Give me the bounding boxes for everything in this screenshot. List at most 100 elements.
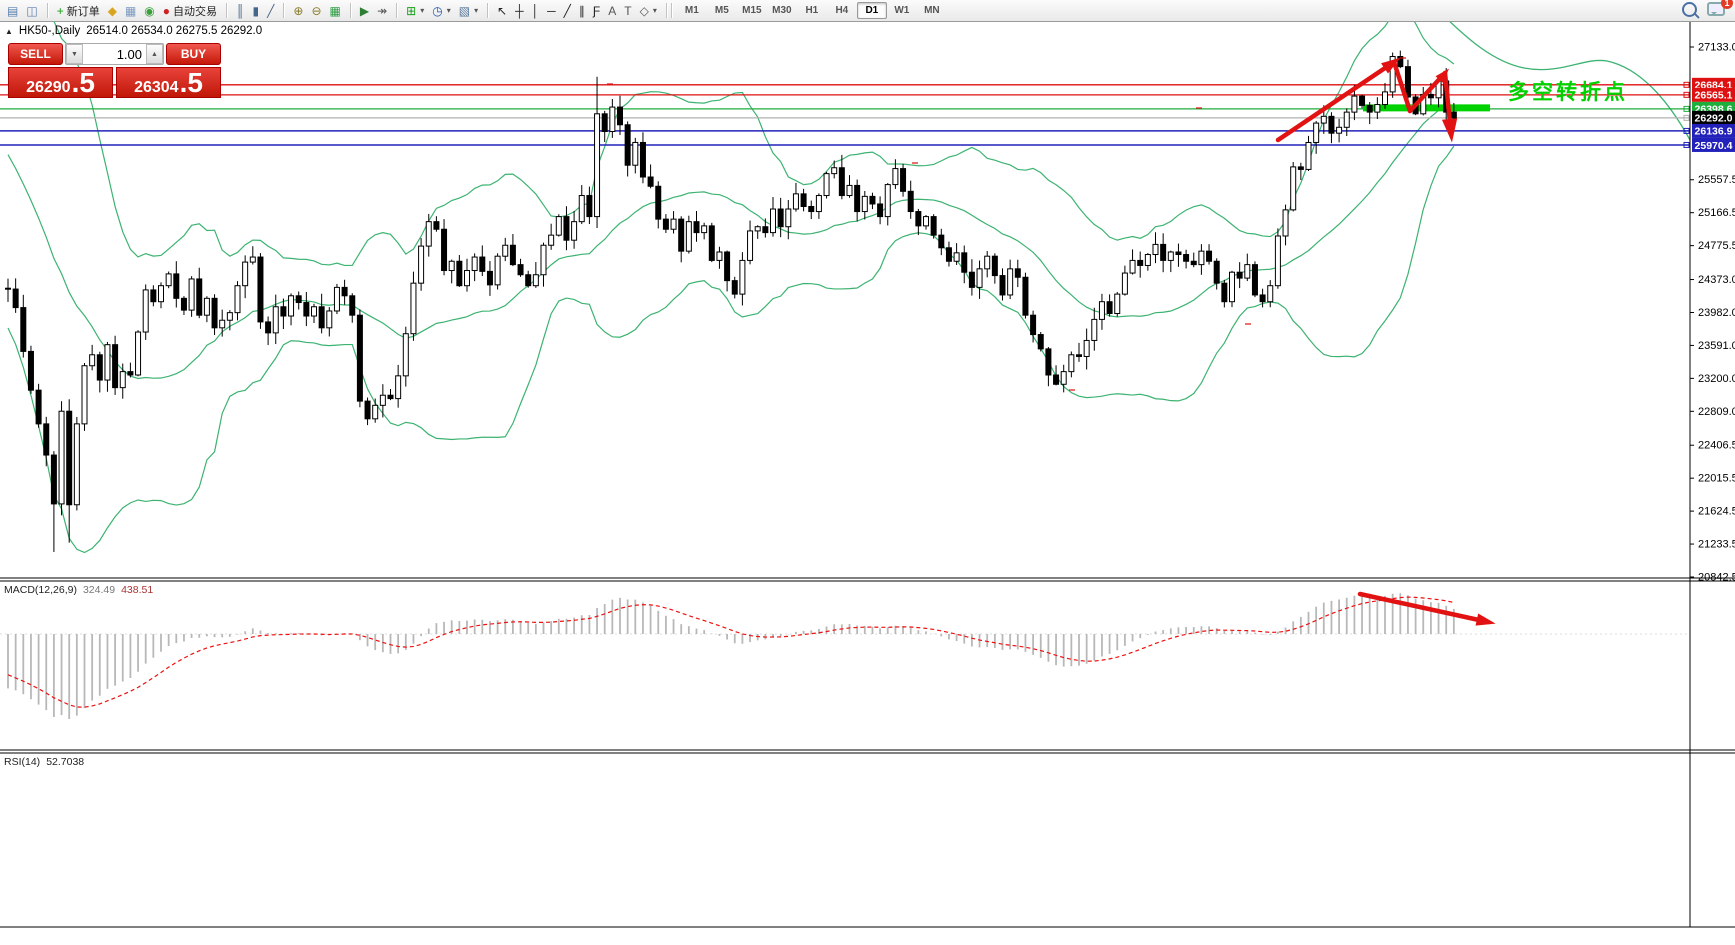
auto-trading-button-label: 自动交易	[173, 5, 218, 18]
horizontal-line-icon: ─	[547, 3, 556, 18]
rsi-label: RSI(14) 52.7038	[4, 756, 85, 768]
toolbar-separator	[665, 3, 667, 18]
price-tick: 23200.0	[1698, 373, 1735, 385]
sell-button[interactable]: SELL	[8, 43, 63, 65]
data-window-icon: ◫	[26, 3, 38, 18]
auto-trading-button[interactable]: ● 自动交易	[159, 1, 221, 20]
axis-price-label[interactable]: 26136.9	[1683, 123, 1735, 138]
auto-scroll-icon[interactable]: ▶	[356, 1, 373, 20]
horizontal-line-icon[interactable]: ─	[543, 1, 560, 20]
text-icon[interactable]: A	[604, 1, 620, 20]
macd-arrow[interactable]	[1357, 591, 1496, 626]
timeframe-h1[interactable]: H1	[805, 5, 819, 16]
pane-borders	[0, 21, 1735, 928]
periods-button[interactable]: ◷ ▾	[428, 1, 455, 20]
buy-button[interactable]: BUY	[166, 43, 221, 65]
arrows-icon[interactable]: ◇ ▾	[636, 1, 661, 20]
text-label-icon[interactable]: T	[620, 1, 635, 20]
timeframe-toolbar: M1 M5 M15 M30 H1 H4 D1 W1 MN	[674, 0, 950, 21]
svg-text:26565.1: 26565.1	[1695, 90, 1733, 102]
templates-button: ▧	[458, 3, 471, 18]
bar-chart-icon[interactable]: ║	[232, 1, 249, 20]
market-watch-icon[interactable]: ▤	[3, 1, 22, 20]
price-tick: 22809.0	[1698, 406, 1735, 418]
channel-icon: ∥	[578, 3, 585, 18]
timeframe-m5[interactable]: M5	[714, 5, 729, 16]
trendline-icon: ╱	[563, 3, 571, 18]
indicators-button[interactable]: ⊞ ▾	[402, 1, 428, 20]
macd-label: MACD(12,26,9) 324.49 438.51	[4, 584, 154, 596]
toolbar-separator	[226, 3, 228, 18]
dropdown-caret-icon: ▾	[474, 6, 479, 15]
buy-price[interactable]: 26304 .5	[116, 67, 221, 98]
price-tick: 22015.5	[1698, 473, 1735, 485]
svg-text:26136.9: 26136.9	[1695, 126, 1733, 138]
toolbar-separator	[487, 3, 489, 18]
vertical-line-icon[interactable]: │	[528, 1, 544, 20]
chart-shift-icon: ↠	[377, 3, 388, 18]
timeframe-d1[interactable]: D1	[856, 2, 887, 19]
history-center-icon[interactable]: ◆	[104, 1, 121, 20]
timeframe-m1[interactable]: M1	[684, 5, 699, 16]
toolbar-separator	[46, 3, 48, 18]
trend-arrow-3[interactable]	[1441, 70, 1458, 143]
search-icon[interactable]	[1682, 1, 1697, 20]
price-axis: 27133.0 25557.5 25166.5 24775.5 24373.0 23982…	[1683, 42, 1735, 584]
macd-signal-line	[7, 596, 1454, 708]
cursor-icon: ↖	[497, 3, 508, 18]
chat-icon[interactable]: 1	[1707, 0, 1733, 19]
bollinger-middle-band	[7, 104, 1455, 380]
text-label-icon: T	[624, 3, 632, 18]
timeframe-m15[interactable]: M15	[742, 5, 762, 16]
price-tick: 24775.5	[1698, 240, 1735, 252]
price-tick: 20842.5	[1698, 572, 1735, 584]
indicators-button: ⊞	[406, 3, 417, 18]
new-order-button[interactable]: + 新订单	[53, 1, 104, 20]
timeframe-h4[interactable]: H4	[835, 5, 849, 16]
toolbar-separator	[396, 3, 398, 18]
main-chart-pane	[0, 10, 1690, 554]
tile-windows-icon[interactable]: ▦	[326, 1, 345, 20]
periods-button: ◷	[432, 3, 443, 18]
volume-up-button[interactable]: ▲	[146, 44, 163, 64]
channel-icon[interactable]: ∥	[575, 1, 589, 20]
vertical-line-icon: │	[531, 3, 540, 18]
timeframe-mn[interactable]: MN	[924, 5, 940, 16]
zoom-in-icon[interactable]: ⊕	[289, 1, 307, 20]
timeframe-m30[interactable]: M30	[772, 5, 792, 16]
zoom-out-icon[interactable]: ⊖	[307, 1, 325, 20]
terminal-icon[interactable]: ▦	[121, 1, 140, 20]
line-chart-icon[interactable]: ╱	[263, 1, 278, 20]
volume-down-button[interactable]: ▼	[66, 44, 83, 64]
axis-price-label[interactable]: 26292.0	[1683, 110, 1735, 125]
volume-input[interactable]	[83, 44, 146, 64]
chart-shift-icon[interactable]: ↠	[373, 1, 391, 20]
templates-button[interactable]: ▧ ▾	[455, 1, 482, 20]
cursor-icon[interactable]: ↖	[493, 1, 511, 20]
trend-arrows[interactable]	[1275, 57, 1458, 143]
trend-arrow-1[interactable]	[1391, 59, 1413, 114]
price-tick: 22406.5	[1698, 440, 1735, 452]
fibonacci-icon[interactable]: Ƒ	[589, 1, 604, 20]
axis-price-label[interactable]: 25970.4	[1683, 137, 1735, 152]
svg-text:26292.0: 26292.0	[1695, 113, 1733, 125]
sell-price[interactable]: 26290 .5	[8, 67, 113, 98]
symbol-period: HK50-,Daily	[18, 25, 81, 37]
auto-trading-button: ●	[162, 3, 171, 18]
trendline-icon[interactable]: ╱	[560, 1, 575, 20]
timeframe-w1[interactable]: W1	[894, 5, 910, 16]
terminal-icon: ▦	[124, 3, 137, 18]
auto-scroll-icon: ▶	[359, 3, 370, 18]
data-window-icon[interactable]: ◫	[22, 1, 41, 20]
price-tick: 24373.0	[1698, 274, 1735, 286]
crosshair-icon[interactable]: ┼	[511, 1, 528, 20]
collapse-icon[interactable]: ▲	[5, 26, 13, 36]
green-curve-annotation[interactable]	[1438, 10, 1690, 141]
axis-price-label[interactable]: 26565.1	[1683, 87, 1735, 102]
chinese-annotation[interactable]: 多空转折点	[1508, 81, 1628, 104]
signals-icon[interactable]: ◉	[140, 1, 158, 20]
candlestick-chart-icon[interactable]: ▮	[249, 1, 264, 20]
new-order-button: +	[56, 3, 64, 18]
price-tick: 25166.5	[1698, 207, 1735, 219]
